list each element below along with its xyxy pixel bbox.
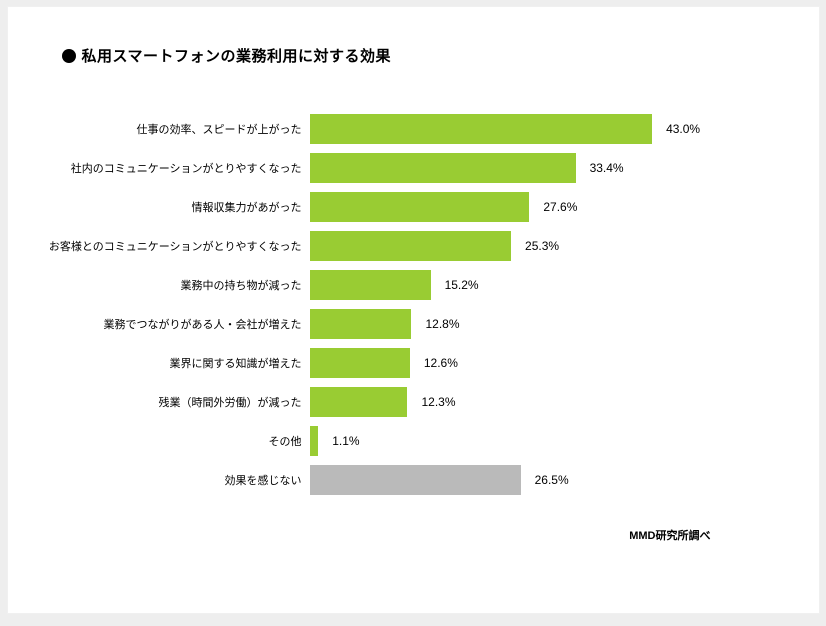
bar xyxy=(310,114,653,144)
bar-value: 26.5% xyxy=(535,473,569,487)
bar-label: 業務中の持ち物が減った xyxy=(8,277,310,293)
bar-area: 25.3% xyxy=(310,230,819,262)
bar-value: 12.8% xyxy=(425,317,459,331)
bar-area: 33.4% xyxy=(310,152,819,184)
bar-row: 残業（時間外労働）が減った 12.3% xyxy=(8,386,819,418)
bar xyxy=(310,192,530,222)
bar xyxy=(310,309,412,339)
bar-row: その他 1.1% xyxy=(8,425,819,457)
bar-row: 社内のコミュニケーションがとりやすくなった 33.4% xyxy=(8,152,819,184)
bar-area: 12.8% xyxy=(310,308,819,340)
bar xyxy=(310,348,410,378)
bar-row: 業務でつながりがある人・会社が増えた 12.8% xyxy=(8,308,819,340)
bar xyxy=(310,270,431,300)
bar xyxy=(310,153,576,183)
bar-value: 25.3% xyxy=(525,239,559,253)
bar-value: 15.2% xyxy=(445,278,479,292)
chart-canvas: 私用スマートフォンの業務利用に対する効果 仕事の効率、スピードが上がった 43.0… xyxy=(7,6,820,614)
bar-area: 15.2% xyxy=(310,269,819,301)
bar-label: 効果を感じない xyxy=(8,472,310,488)
bar-label: 社内のコミュニケーションがとりやすくなった xyxy=(8,160,310,176)
bar-label: 残業（時間外労働）が減った xyxy=(8,394,310,410)
bar-area: 12.3% xyxy=(310,386,819,418)
bar-area: 1.1% xyxy=(310,425,819,457)
bar xyxy=(310,426,319,456)
bar-row: 業界に関する知識が増えた 12.6% xyxy=(8,347,819,379)
chart-title: 私用スマートフォンの業務利用に対する効果 xyxy=(82,45,392,66)
bar-value: 27.6% xyxy=(543,200,577,214)
bar-value: 12.6% xyxy=(424,356,458,370)
bar xyxy=(310,387,408,417)
bar-value: 1.1% xyxy=(332,434,359,448)
bar-row: 情報収集力があがった 27.6% xyxy=(8,191,819,223)
chart-credit: MMD研究所調べ xyxy=(629,527,710,543)
bar-area: 27.6% xyxy=(310,191,819,223)
bar-value: 12.3% xyxy=(421,395,455,409)
bar-label: 業界に関する知識が増えた xyxy=(8,355,310,371)
bar-area: 26.5% xyxy=(310,464,819,496)
bar-value: 33.4% xyxy=(590,161,624,175)
bar-row: 業務中の持ち物が減った 15.2% xyxy=(8,269,819,301)
bar-value: 43.0% xyxy=(666,122,700,136)
bar xyxy=(310,231,512,261)
horizontal-bar-chart: 仕事の効率、スピードが上がった 43.0% 社内のコミュニケーションがとりやすくなっ… xyxy=(8,113,819,503)
bar-label: 情報収集力があがった xyxy=(8,199,310,215)
bar-label: お客様とのコミュニケーションがとりやすくなった xyxy=(8,238,310,254)
bar-row: お客様とのコミュニケーションがとりやすくなった 25.3% xyxy=(8,230,819,262)
bar-area: 12.6% xyxy=(310,347,819,379)
bar-row: 効果を感じない 26.5% xyxy=(8,464,819,496)
chart-title-row: 私用スマートフォンの業務利用に対する効果 xyxy=(62,45,392,66)
bar-label: 業務でつながりがある人・会社が増えた xyxy=(8,316,310,332)
bar-label: 仕事の効率、スピードが上がった xyxy=(8,121,310,137)
bar-area: 43.0% xyxy=(310,113,819,145)
bar-row: 仕事の効率、スピードが上がった 43.0% xyxy=(8,113,819,145)
bar xyxy=(310,465,521,495)
bar-label: その他 xyxy=(8,433,310,449)
title-bullet-icon xyxy=(62,49,76,63)
